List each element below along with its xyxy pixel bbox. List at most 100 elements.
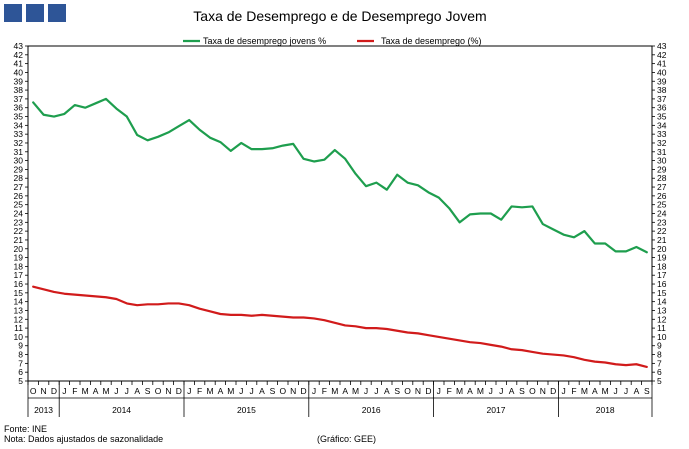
y-tick-label-left: 19 [14,253,24,263]
y-tick-label-left: 13 [14,305,24,315]
month-label: D [176,386,182,396]
y-tick-label-left: 42 [14,50,24,60]
y-tick-label-left: 34 [14,120,24,130]
y-tick-label-left: 41 [14,59,24,69]
month-label: A [259,386,265,396]
y-tick-label-left: 17 [14,270,24,280]
month-label: A [218,386,224,396]
month-label: O [279,386,286,396]
y-tick-label-right: 14 [657,297,667,307]
y-tick-label-left: 43 [14,41,24,51]
year-label: 2018 [596,405,615,415]
y-tick-label-left: 32 [14,138,24,148]
footer-note: Nota: Dados ajustados de sazonalidade [4,434,164,444]
y-tick-label-left: 18 [14,261,24,271]
y-tick-label-left: 8 [18,350,23,360]
y-tick-label-left: 11 [14,323,23,333]
month-label: N [540,386,546,396]
month-label: M [331,386,338,396]
month-label: S [394,386,400,396]
month-label: A [592,386,598,396]
month-label: J [489,386,493,396]
year-label: 2013 [34,405,53,415]
month-label: A [634,386,640,396]
y-tick-label-right: 22 [657,226,667,236]
y-tick-label-right: 6 [657,367,662,377]
y-tick-label-left: 7 [18,358,23,368]
month-label: J [437,386,441,396]
month-label: A [342,386,348,396]
y-tick-label-right: 8 [657,350,662,360]
month-label: J [62,386,66,396]
month-label: J [312,386,316,396]
y-tick-label-left: 39 [14,76,24,86]
y-tick-label-left: 21 [14,235,24,245]
y-tick-label-left: 36 [14,103,24,113]
month-label: M [102,386,109,396]
footer-source: Fonte: INE [4,424,48,434]
month-label: J [613,386,617,396]
y-tick-label-right: 36 [657,103,667,113]
month-label: F [322,386,327,396]
chart-title: Taxa de Desemprego e de Desemprego Jovem [193,8,486,24]
y-tick-label-right: 37 [657,94,667,104]
month-label: M [456,386,463,396]
y-tick-label-left: 26 [14,191,24,201]
y-tick-label-right: 42 [657,50,667,60]
month-label: J [125,386,129,396]
month-label: M [477,386,484,396]
y-tick-label-left: 15 [14,288,24,298]
y-tick-label-left: 35 [14,112,24,122]
y-tick-label-right: 11 [657,323,666,333]
month-label: O [30,386,37,396]
month-label: D [550,386,556,396]
y-tick-label-right: 39 [657,76,667,86]
series-line-unemployment [32,285,648,368]
y-tick-label-left: 24 [14,209,24,219]
month-label: O [155,386,162,396]
y-tick-label-left: 30 [14,156,24,166]
y-tick-label-right: 21 [657,235,667,245]
month-label: J [374,386,378,396]
y-tick-label-left: 25 [14,200,24,210]
month-label: F [571,386,576,396]
y-tick-label-right: 10 [657,332,667,342]
y-tick-label-left: 10 [14,332,24,342]
y-tick-label-right: 27 [657,182,667,192]
month-label: A [93,386,99,396]
y-tick-label-left: 23 [14,217,24,227]
plot-frame [27,45,653,382]
month-label: A [509,386,515,396]
y-tick-label-right: 41 [657,59,667,69]
month-label: J [561,386,565,396]
month-label: M [206,386,213,396]
y-tick-label-right: 35 [657,112,667,122]
y-tick-label-right: 38 [657,85,667,95]
y-tick-label-left: 5 [18,376,23,386]
y-tick-label-right: 16 [657,279,667,289]
month-label: O [529,386,536,396]
y-tick-label-left: 14 [14,297,24,307]
y-tick-label-right: 40 [657,67,667,77]
y-tick-label-right: 32 [657,138,667,148]
y-tick-label-right: 24 [657,209,667,219]
y-tick-label-right: 26 [657,191,667,201]
month-label: A [134,386,140,396]
y-tick-label-right: 19 [657,253,667,263]
y-tick-label-right: 23 [657,217,667,227]
y-tick-label-right: 18 [657,261,667,271]
y-tick-label-left: 22 [14,226,24,236]
month-label: M [581,386,588,396]
month-label: F [197,386,202,396]
legend-label: Taxa de desemprego jovens % [203,36,326,46]
logo-square-1 [4,4,22,22]
y-tick-label-right: 5 [657,376,662,386]
month-label: A [384,386,390,396]
month-label: N [415,386,421,396]
y-tick-label-left: 28 [14,173,24,183]
y-tick-label-right: 17 [657,270,667,280]
y-tick-label-left: 9 [18,341,23,351]
month-label: M [352,386,359,396]
y-tick-label-left: 12 [14,314,24,324]
legend: Taxa de desemprego jovens % Taxa de desem… [183,36,482,46]
